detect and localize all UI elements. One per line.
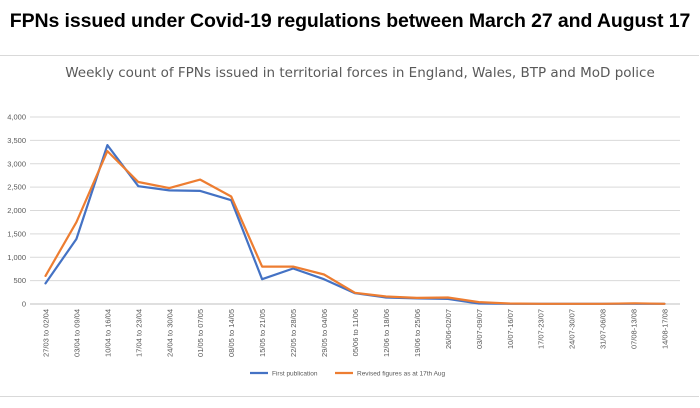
legend-label-2: Revised figures as at 17th Aug bbox=[357, 370, 446, 377]
x-axis: 27/03 to 02/04 03/04 to 09/04 10/04 to 16/… bbox=[41, 309, 669, 357]
chart-frame bbox=[0, 55, 699, 397]
x-tick-label: 15/05 to 21/05 bbox=[258, 309, 267, 357]
y-tick-label: 2,500 bbox=[7, 183, 26, 192]
x-tick-label: 29/05 to 04/06 bbox=[320, 309, 329, 357]
x-tick-label: 14/08-17/08 bbox=[661, 309, 670, 349]
series-line-2 bbox=[44, 150, 666, 305]
gridlines bbox=[30, 116, 680, 305]
x-tick-label: 24/07-30/07 bbox=[568, 309, 577, 349]
y-tick-label: 3,500 bbox=[7, 136, 26, 145]
y-tick-label: 2,000 bbox=[7, 206, 26, 215]
y-tick-label: 1,000 bbox=[7, 253, 26, 262]
x-tick-label: 22/05 to 28/05 bbox=[289, 309, 298, 357]
y-tick-label: 500 bbox=[13, 276, 26, 285]
x-tick-label: 05/06 to 11/06 bbox=[351, 309, 360, 356]
y-tick-label: 1,500 bbox=[7, 229, 26, 238]
y-axis: 0 500 1,000 1,500 2,000 2,500 3,000 3,500 4,000 bbox=[7, 113, 26, 309]
x-tick-label: 07/08-13/08 bbox=[630, 309, 639, 349]
x-tick-label: 01/05 to 07/05 bbox=[196, 309, 205, 357]
x-tick-label: 03/04 to 09/04 bbox=[72, 309, 81, 357]
x-tick-label: 24/04 to 30/04 bbox=[165, 309, 174, 357]
legend-label-1: First publication bbox=[272, 370, 318, 377]
x-tick-label: 26/06-02/07 bbox=[444, 309, 453, 349]
x-tick-label: 08/05 to 14/05 bbox=[227, 309, 236, 357]
y-tick-label: 0 bbox=[22, 300, 26, 309]
series-line-1 bbox=[44, 144, 666, 305]
headline: FPNs issued under Covid-19 regulations b… bbox=[9, 10, 691, 32]
x-tick-label: 03/07-09/07 bbox=[475, 309, 484, 349]
legend: First publication Revised figures as at 1… bbox=[250, 370, 446, 377]
x-tick-label: 10/04 to 16/04 bbox=[103, 309, 112, 357]
y-tick-label: 3,000 bbox=[7, 159, 26, 168]
chart-title: Weekly count of FPNs issued in territori… bbox=[65, 65, 655, 81]
x-tick-label: 27/03 to 02/04 bbox=[41, 309, 50, 357]
x-tick-label: 17/07-23/07 bbox=[537, 309, 546, 349]
x-tick-label: 19/06 to 25/06 bbox=[413, 309, 422, 357]
x-tick-label: 17/04 to 23/04 bbox=[134, 309, 143, 357]
x-tick-label: 10/07-16/07 bbox=[506, 309, 515, 349]
x-tick-label: 31/07-06/08 bbox=[599, 309, 608, 349]
series-lines bbox=[44, 144, 666, 305]
x-tick-label: 12/06 to 18/06 bbox=[382, 309, 391, 357]
y-tick-label: 4,000 bbox=[7, 113, 26, 122]
